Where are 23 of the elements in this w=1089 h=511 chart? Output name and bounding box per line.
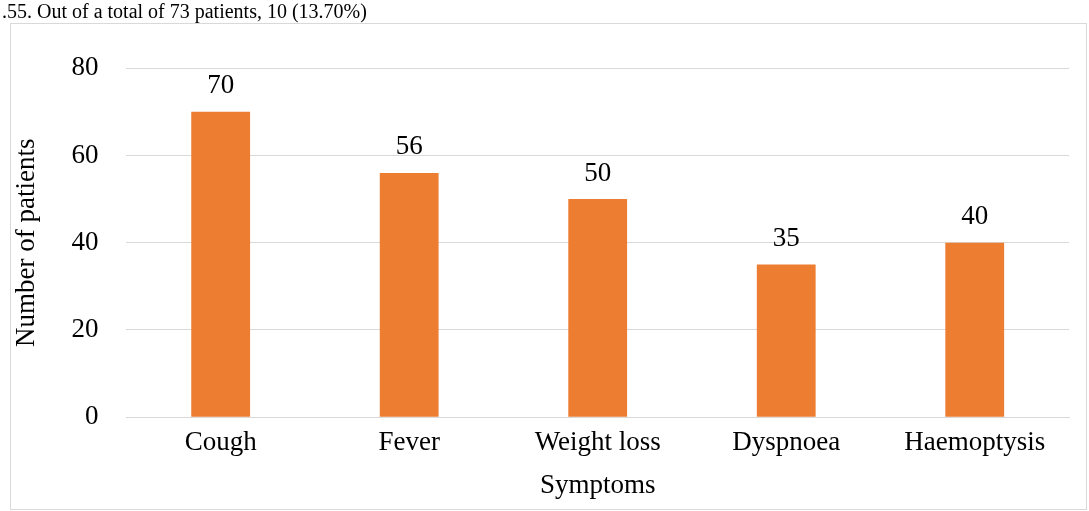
x-tick-label: Haemoptysis	[904, 426, 1046, 457]
x-tick-label: Cough	[184, 426, 258, 457]
y-tick-label: 80	[71, 51, 99, 82]
y-tick-label: 20	[71, 313, 99, 344]
data-label: 56	[395, 130, 423, 161]
text: .55. Out of a total of 73 patients, 10 (13.70%)	[2, 0, 367, 22]
data-label: 40	[961, 200, 989, 231]
bar	[568, 199, 628, 417]
data-label: 70	[207, 69, 235, 100]
x-tick-label: Fever	[378, 426, 440, 457]
data-label: 50	[584, 156, 612, 187]
bar	[191, 111, 251, 417]
x-tick-label: Dyspnoea	[732, 426, 841, 457]
y-tick-label: 40	[71, 225, 99, 256]
data-label: 35	[772, 222, 800, 253]
x-tick-label: Weight loss	[534, 426, 661, 457]
y-axis-title: Number of patients	[10, 138, 41, 347]
bar	[945, 242, 1005, 417]
y-tick-label: 60	[71, 138, 99, 169]
bar	[756, 264, 816, 417]
y-tick-label: 0	[84, 400, 99, 431]
x-axis-title: Symptoms	[539, 468, 656, 499]
bar	[379, 172, 439, 417]
